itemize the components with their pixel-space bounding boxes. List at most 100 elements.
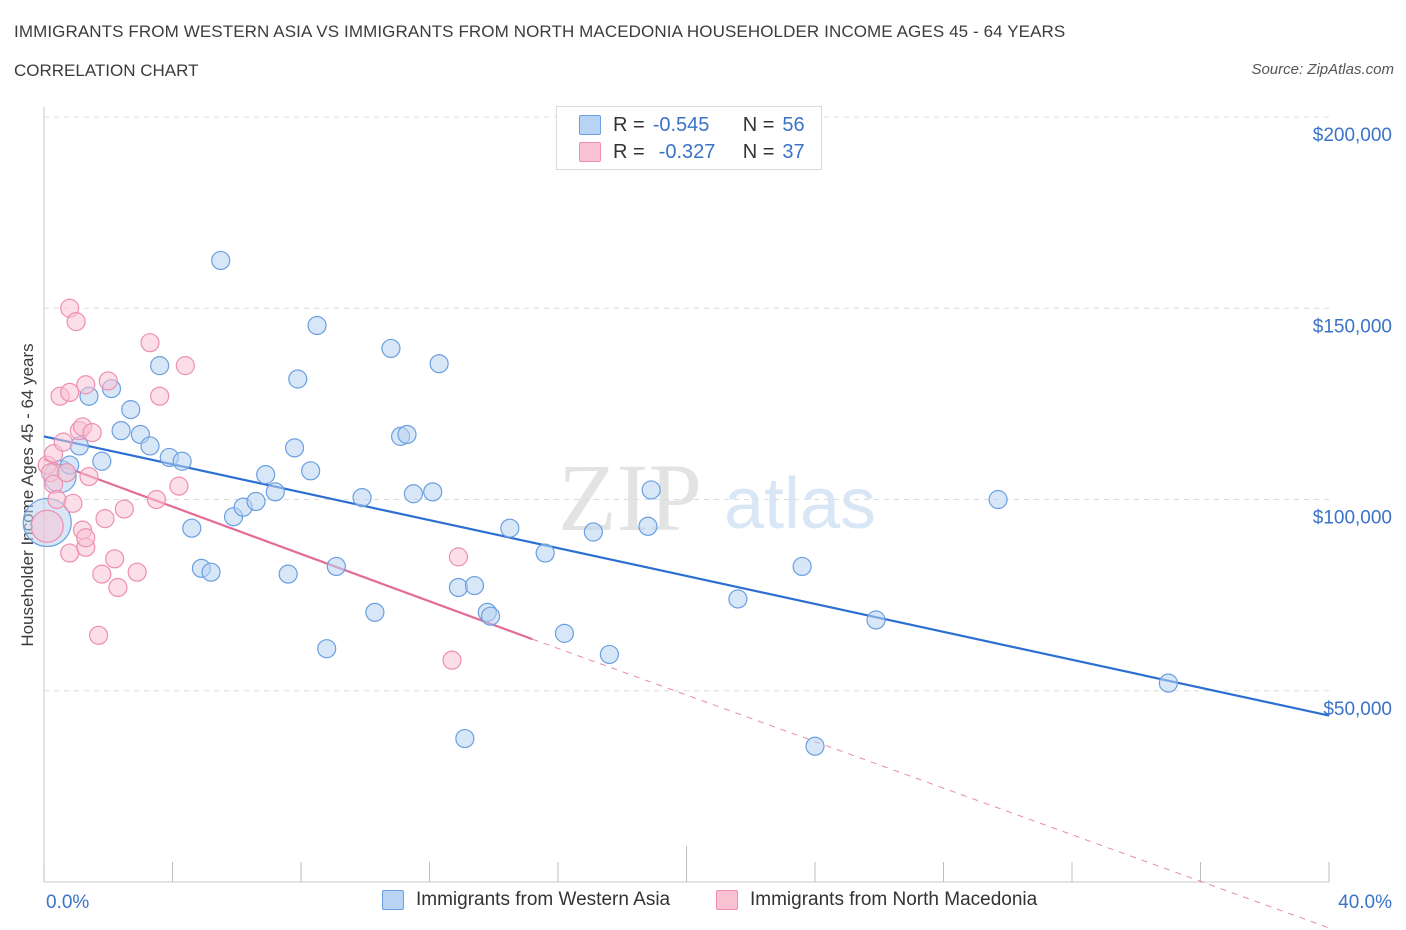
trendline xyxy=(43,458,533,641)
western-asia-point xyxy=(599,644,620,665)
western-asia-point xyxy=(326,556,346,577)
bottom-legend-swatch-blue xyxy=(382,890,404,910)
western-asia-point xyxy=(641,480,661,500)
axes xyxy=(43,107,1330,883)
legend-n-label: N = xyxy=(742,113,775,136)
y-tick-label: $100,000 xyxy=(1313,508,1392,529)
western-asia-point xyxy=(535,543,555,563)
north-macedonia-point xyxy=(60,543,80,563)
western-asia-point xyxy=(201,562,221,582)
north-macedonia-point xyxy=(53,432,73,452)
north-macedonia-point xyxy=(89,625,109,645)
bottom-legend-label: Immigrants from North Macedonia xyxy=(750,889,1038,910)
north-macedonia-point xyxy=(92,564,112,584)
north-macedonia-point xyxy=(66,312,86,332)
legend-n-value: 56 xyxy=(782,113,805,136)
legend-n-value: 37 xyxy=(782,140,805,163)
western-asia-point xyxy=(638,516,658,536)
data-points xyxy=(22,250,1178,756)
north-macedonia-point xyxy=(175,356,195,376)
western-asia-point xyxy=(448,577,469,598)
north-macedonia-point xyxy=(448,547,469,567)
north-macedonia-point xyxy=(79,466,99,487)
north-macedonia-point xyxy=(146,489,167,510)
chart-title: IMMIGRANTS FROM WESTERN ASIA VS IMMIGRAN… xyxy=(14,22,1066,41)
western-asia-point xyxy=(111,421,131,441)
north-macedonia-point xyxy=(108,577,128,598)
legend-row-north-macedonia: R = -0.327 N = 37 xyxy=(579,140,805,164)
western-asia-point xyxy=(423,482,443,502)
western-asia-point xyxy=(182,518,202,538)
watermark-zip: ZIP xyxy=(558,444,702,551)
trendlines xyxy=(43,435,1330,929)
north-macedonia-point xyxy=(63,493,83,513)
north-macedonia-point xyxy=(95,509,115,529)
north-macedonia-point xyxy=(442,650,462,670)
western-asia-point xyxy=(265,482,285,502)
north-macedonia-point xyxy=(76,375,96,395)
stats-legend: R = -0.545 N = 56 R = -0.327 N = 37 xyxy=(556,106,822,170)
north-macedonia-point xyxy=(127,562,147,582)
western-asia-point xyxy=(150,356,170,376)
western-asia-point xyxy=(464,575,485,596)
western-asia-point xyxy=(403,484,424,504)
western-asia-point xyxy=(92,451,112,471)
legend-r-value: -0.327 xyxy=(658,140,716,163)
western-asia-point xyxy=(500,518,520,538)
western-asia-point xyxy=(211,250,231,271)
western-asia-point xyxy=(728,589,748,609)
western-asia-point xyxy=(429,354,449,374)
western-asia-point xyxy=(988,489,1008,510)
trendline xyxy=(43,435,1330,717)
western-asia-point xyxy=(792,556,812,577)
x-tick-label-max: 40.0% xyxy=(1338,892,1392,913)
western-asia-point xyxy=(317,639,337,659)
western-asia-point xyxy=(866,610,886,630)
source-note: Source: ZipAtlas.com xyxy=(1251,61,1394,78)
north-macedonia-point xyxy=(105,549,125,569)
grid-lines xyxy=(44,116,1329,692)
legend-row-western-asia: R = -0.545 N = 56 xyxy=(579,113,805,137)
western-asia-point xyxy=(246,491,266,512)
x-tick-labels: 0.0% 40.0% xyxy=(46,892,1392,913)
y-tick-label: $200,000 xyxy=(1313,125,1392,146)
western-asia-point xyxy=(583,522,603,542)
western-asia-point xyxy=(455,728,475,749)
north-macedonia-point xyxy=(82,422,102,443)
western-asia-point xyxy=(284,438,305,458)
legend-n-label: N = xyxy=(742,140,775,163)
north-macedonia-point xyxy=(169,476,189,496)
north-macedonia-point xyxy=(98,371,118,391)
north-macedonia-point xyxy=(76,528,96,548)
western-asia-point xyxy=(256,465,276,485)
western-asia-point xyxy=(352,487,372,508)
legend-swatch-pink xyxy=(579,142,601,162)
western-asia-point xyxy=(301,461,321,481)
legend-r-label: R = xyxy=(613,140,645,163)
legend-r-label: R = xyxy=(613,113,645,136)
bottom-legend-western-asia: Immigrants from Western Asia xyxy=(382,889,670,911)
y-tick-label: $50,000 xyxy=(1323,699,1392,720)
western-asia-point xyxy=(554,623,575,643)
western-asia-point xyxy=(288,369,308,389)
north-macedonia-point xyxy=(150,386,170,406)
bottom-legend-north-macedonia: Immigrants from North Macedonia xyxy=(716,889,1037,911)
western-asia-point xyxy=(397,424,417,445)
bottom-legend-swatch-pink xyxy=(716,890,738,910)
legend-r-value: -0.545 xyxy=(652,113,710,136)
western-asia-point xyxy=(480,606,501,626)
western-asia-point xyxy=(121,400,141,420)
watermark: ZIP atlas xyxy=(558,444,876,551)
western-asia-point xyxy=(365,602,385,622)
y-tick-label: $150,000 xyxy=(1313,316,1392,337)
chart-subtitle: CORRELATION CHART xyxy=(14,61,199,80)
western-asia-point xyxy=(172,451,192,471)
western-asia-point xyxy=(307,315,327,336)
western-asia-point xyxy=(805,736,825,756)
western-asia-point xyxy=(381,338,401,359)
western-asia-point xyxy=(140,436,160,456)
x-tick-label-min: 0.0% xyxy=(46,892,89,913)
north-macedonia-point xyxy=(60,382,80,402)
watermark-atlas: atlas xyxy=(724,464,876,544)
